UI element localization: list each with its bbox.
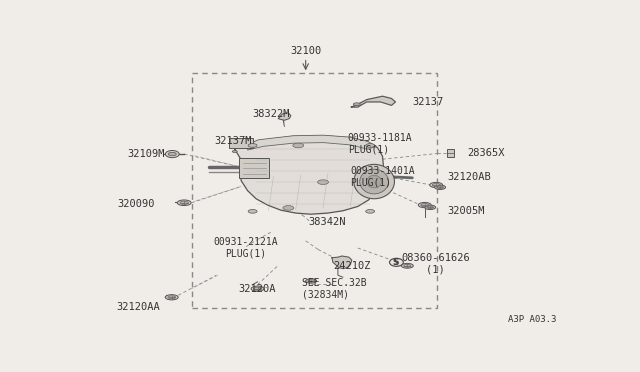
FancyBboxPatch shape [447,149,454,157]
Circle shape [390,258,403,266]
Text: A3P A03.3: A3P A03.3 [508,315,556,324]
Ellipse shape [401,263,413,268]
Text: 28365X: 28365X [467,148,504,158]
Ellipse shape [165,295,178,300]
Text: 38322M: 38322M [252,109,290,119]
Bar [191,73,437,308]
Text: 32120AB: 32120AB [447,172,491,182]
Ellipse shape [353,103,360,106]
Ellipse shape [165,151,179,158]
Polygon shape [351,96,396,107]
Ellipse shape [292,143,304,148]
Ellipse shape [168,153,176,156]
Text: S: S [393,258,398,267]
Text: 32109M: 32109M [127,149,164,159]
Ellipse shape [248,209,257,213]
Polygon shape [332,256,352,269]
Ellipse shape [437,186,444,189]
Text: 00931-2121A
PLUG(1): 00931-2121A PLUG(1) [214,237,278,259]
Ellipse shape [253,287,261,290]
Ellipse shape [360,169,388,194]
Ellipse shape [354,164,394,199]
Ellipse shape [317,180,328,185]
Ellipse shape [432,183,440,186]
Polygon shape [234,136,383,214]
Text: SEE SEC.32B
(32834M): SEE SEC.32B (32834M) [302,278,367,299]
Ellipse shape [435,185,445,189]
FancyBboxPatch shape [239,158,269,177]
Text: 00933-1401A
PLUG(1): 00933-1401A PLUG(1) [350,166,415,188]
Text: 32120A: 32120A [239,284,276,294]
Text: 320090: 320090 [117,199,155,209]
Ellipse shape [180,201,188,204]
Text: 32137: 32137 [412,97,444,107]
Ellipse shape [248,144,257,147]
Ellipse shape [283,206,294,210]
Text: S: S [394,258,399,267]
Text: 24210Z: 24210Z [333,261,371,271]
Text: 32005M: 32005M [447,206,484,216]
FancyBboxPatch shape [229,138,253,148]
Text: 32137M: 32137M [214,136,252,145]
Ellipse shape [306,279,317,283]
Ellipse shape [404,264,411,267]
Ellipse shape [232,151,237,153]
Ellipse shape [367,175,381,188]
Text: 38342N: 38342N [308,217,346,227]
Ellipse shape [365,144,374,147]
Ellipse shape [419,202,431,208]
Text: 00933-1181A
PLUG(1): 00933-1181A PLUG(1) [348,133,412,154]
Ellipse shape [308,280,314,282]
Ellipse shape [425,205,436,209]
Polygon shape [248,135,376,150]
Ellipse shape [168,296,175,299]
Ellipse shape [429,182,443,187]
Ellipse shape [251,286,264,291]
Text: 08360-61626
    (1): 08360-61626 (1) [401,253,470,275]
Text: 32120AA: 32120AA [116,302,161,312]
Polygon shape [278,113,291,120]
Ellipse shape [427,206,433,209]
Text: 32100: 32100 [290,46,321,56]
Ellipse shape [421,203,429,206]
Ellipse shape [365,209,374,213]
Ellipse shape [177,200,191,206]
